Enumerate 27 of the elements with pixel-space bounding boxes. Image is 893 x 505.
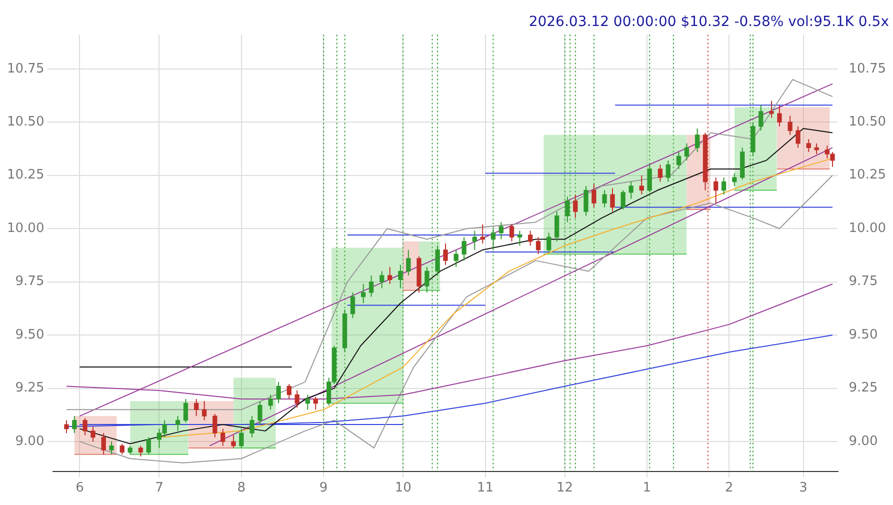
y-tick-label: 10.00 [7, 220, 44, 236]
y2-tick-label: 9.50 [848, 327, 878, 342]
y2-tick-label: 9.00 [848, 434, 878, 449]
x-tick-label: 10 [394, 480, 412, 496]
y-tick-label: 9.00 [15, 434, 44, 449]
chart-title: 2026.03.12 00:00:00 $10.32 -0.58% vol:95.1K 0.5x [528, 14, 889, 30]
y-tick-label: 10.25 [7, 168, 44, 183]
x-tick-label: 11 [476, 480, 494, 496]
x-tick-label: 1 [642, 480, 652, 496]
y2-tick-label: 9.25 [848, 380, 878, 396]
x-tick-label: 6 [76, 480, 84, 496]
y-tick-label: 9.50 [15, 327, 44, 342]
y2-tick-label: 10.50 [848, 114, 886, 130]
y2-tick-label: 10.25 [848, 168, 886, 183]
x-tick-label: 12 [556, 480, 574, 496]
x-tick-label: 9 [319, 480, 328, 496]
x-tick-label: 8 [237, 480, 246, 496]
x-tick-label: 3 [799, 480, 808, 496]
x-tick-label: 2 [724, 480, 734, 496]
y2-tick-label: 10.00 [848, 220, 886, 236]
y-tick-label: 9.25 [15, 380, 44, 396]
x-tick-label: 7 [155, 480, 164, 496]
y-tick-label: 10.75 [7, 61, 44, 76]
y-tick-label: 9.75 [15, 274, 44, 290]
y2-tick-label: 10.75 [848, 61, 886, 76]
y-tick-label: 10.50 [7, 114, 44, 130]
y2-tick-label: 9.75 [848, 274, 878, 290]
